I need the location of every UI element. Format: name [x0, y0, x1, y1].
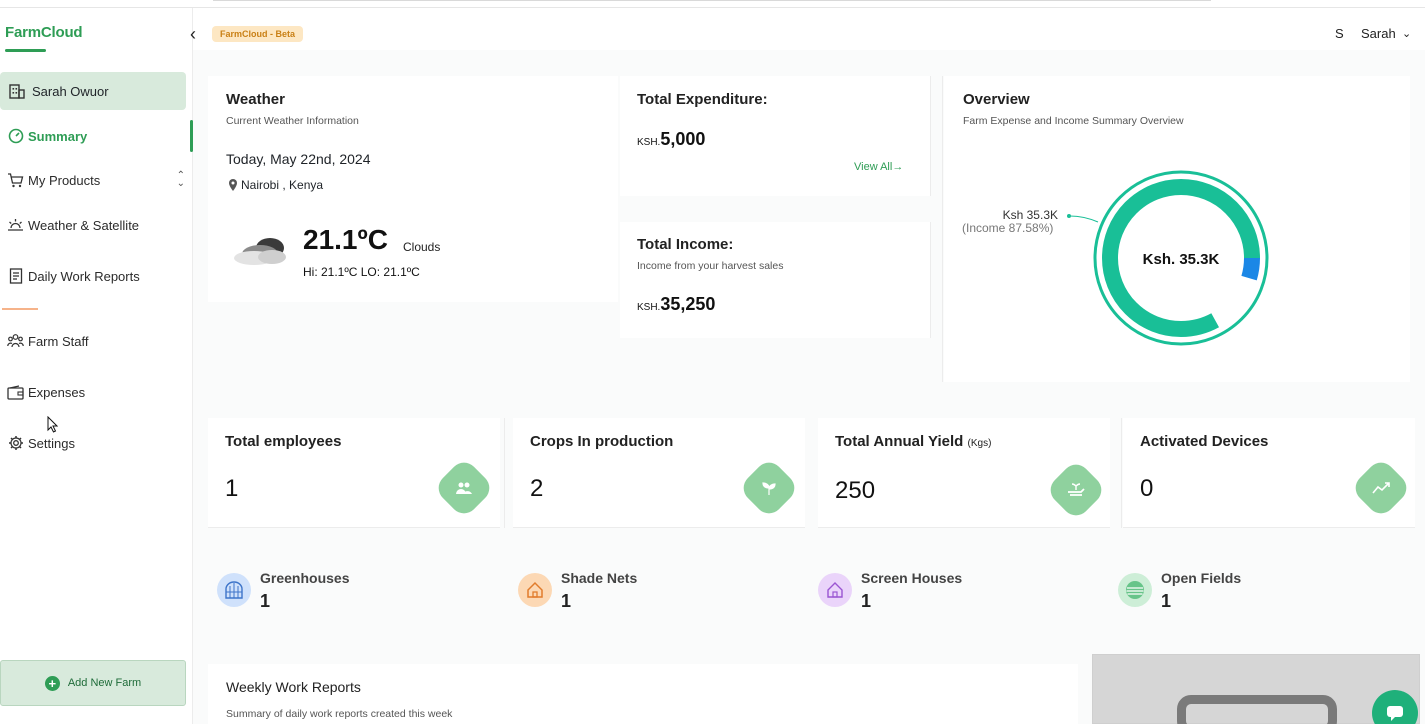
divider: [1121, 418, 1122, 528]
cart-icon: [7, 172, 24, 189]
screen-house-icon: [818, 573, 852, 607]
gear-icon: [7, 435, 24, 452]
collapse-sidebar-chevron-icon[interactable]: ‹: [190, 23, 196, 44]
gauge-icon: [7, 128, 24, 145]
sidebar-item-settings[interactable]: Settings: [0, 431, 193, 455]
sidebar-item-summary[interactable]: Summary: [0, 120, 193, 152]
document-icon: [7, 268, 24, 285]
weather-title: Weather: [226, 91, 285, 108]
sidebar-item-daily-work-reports[interactable]: Daily Work Reports: [0, 264, 193, 288]
sidebar: FarmCloud ‹ Sarah Owuor Summary My Produ…: [0, 8, 196, 724]
hi-lo-temperature: Hi: 21.1ºC LO: 21.1ºC: [303, 265, 420, 279]
user-name: Sarah Owuor: [32, 83, 109, 99]
income-title: Total Income:: [637, 236, 734, 253]
open-field-icon: [1118, 573, 1152, 607]
logo-underline: [5, 49, 46, 52]
stat-value: 0: [1140, 475, 1154, 502]
user-menu-chevron-down-icon[interactable]: ⌄: [1402, 28, 1412, 40]
divider: [930, 222, 931, 338]
facility-shade-nets[interactable]: Shade Nets 1: [518, 570, 738, 614]
income-subtitle: Income from your harvest sales: [637, 260, 784, 272]
facility-greenhouses[interactable]: Greenhouses 1: [217, 570, 437, 614]
chat-icon: [1387, 706, 1403, 721]
divider: [504, 418, 505, 528]
divider: [930, 76, 931, 196]
chat-support-button[interactable]: [1372, 690, 1418, 724]
stat-value: 1: [225, 475, 239, 502]
sidebar-item-weather-satellite[interactable]: Weather & Satellite: [0, 213, 193, 237]
donut-center-label: Ksh. 35.3K: [1143, 251, 1220, 268]
expenditure-title: Total Expenditure:: [637, 91, 768, 108]
view-all-link[interactable]: View All→: [854, 161, 904, 173]
sidebar-item-expenses[interactable]: Expenses: [0, 380, 193, 404]
shade-net-icon: [518, 573, 552, 607]
donut-callout-value: Ksh 35.3K: [1002, 208, 1058, 222]
expenditure-amount: KSH.5,000: [637, 129, 706, 149]
media-preview: [1092, 654, 1420, 724]
section-divider: [2, 308, 38, 310]
sprout-icon: [747, 466, 791, 510]
people-icon: [442, 466, 486, 510]
stat-card-activated-devices: Activated Devices 0: [1123, 418, 1415, 528]
facility-open-fields[interactable]: Open Fields 1: [1118, 570, 1338, 614]
user-avatar[interactable]: S: [1335, 26, 1344, 41]
greenhouse-icon: [217, 573, 251, 607]
stat-card-employees: Total employees 1: [208, 418, 500, 528]
stat-value: 250: [835, 477, 876, 504]
sun-icon: [7, 217, 24, 234]
income-amount: KSH.35,250: [637, 294, 716, 314]
stat-value: 2: [530, 475, 544, 502]
plus-icon: +: [44, 675, 60, 691]
user-menu-name[interactable]: Sarah: [1361, 26, 1396, 41]
overview-subtitle: Farm Expense and Income Summary Overview: [963, 115, 1184, 127]
overview-title: Overview: [963, 91, 1030, 108]
user-chip[interactable]: Sarah Owuor: [0, 72, 186, 110]
app-logo[interactable]: FarmCloud: [5, 24, 83, 41]
top-line: [0, 0, 1425, 8]
beta-badge: FarmCloud - Beta: [212, 26, 304, 42]
expand-chevron-icon[interactable]: ⌃ ⌄: [176, 170, 185, 189]
arrow-right-icon: →: [892, 161, 904, 173]
total-expenditure-card: Total Expenditure: KSH.5,000 View All→: [620, 76, 930, 196]
weather-location: Nairobi , Kenya: [228, 178, 323, 192]
weekly-title: Weekly Work Reports: [226, 679, 361, 695]
weekly-work-reports-card: Weekly Work Reports Summary of daily wor…: [208, 664, 1078, 724]
weather-subtitle: Current Weather Information: [226, 115, 359, 127]
building-icon: [9, 84, 25, 99]
total-income-card: Total Income: Income from your harvest s…: [620, 222, 930, 338]
stat-card-crops: Crops In production 2: [513, 418, 805, 528]
donut-expense-slice: [1102, 179, 1260, 337]
divider: [942, 76, 943, 382]
weekly-subtitle: Summary of daily work reports created th…: [226, 708, 453, 720]
weather-date: Today, May 22nd, 2024: [226, 151, 371, 167]
add-new-farm-button[interactable]: + Add New Farm: [0, 660, 186, 706]
mouse-cursor-icon: [47, 416, 58, 433]
income-expense-donut-chart: Ksh. 35.3K: [1067, 170, 1269, 346]
people-icon: [7, 333, 24, 350]
sidebar-item-my-products[interactable]: My Products ⌃ ⌄: [0, 168, 193, 192]
clouds-weather-icon: [234, 238, 286, 265]
facility-screen-houses[interactable]: Screen Houses 1: [818, 570, 1038, 614]
weather-card: Weather Current Weather Information Toda…: [208, 76, 618, 302]
stat-card-annual-yield: Total Annual Yield (Kgs) 250: [818, 418, 1110, 528]
wallet-icon: [7, 384, 24, 401]
sidebar-item-farm-staff[interactable]: Farm Staff: [0, 329, 193, 353]
location-pin-icon: [229, 179, 237, 191]
weather-condition: Clouds: [403, 240, 441, 254]
temperature: 21.1ºC: [303, 224, 388, 255]
donut-callout-percent: (Income 87.58%): [962, 221, 1054, 235]
trend-icon: [1359, 466, 1403, 510]
harvest-icon: [1054, 468, 1098, 512]
